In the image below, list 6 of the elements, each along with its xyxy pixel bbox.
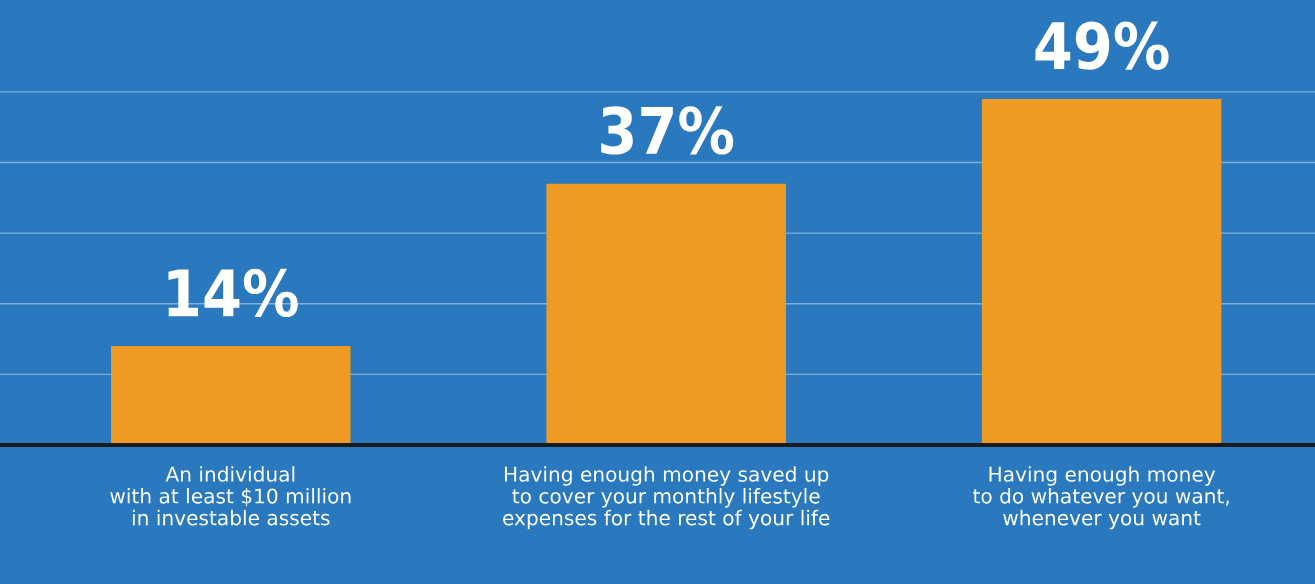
data-label: 14% <box>168 268 298 318</box>
x-tick-label: Having enough money saved up to cover your monthly lifestyle expenses for the rest of your life <box>503 466 830 530</box>
x-tick-label: Having enough money to do whatever you want, whenever you want <box>973 466 1229 530</box>
data-label: 37% <box>601 106 734 155</box>
x-tick-label: An individual with at least $10 million in investable assets <box>110 466 351 526</box>
data-label: 49% <box>1035 21 1169 70</box>
